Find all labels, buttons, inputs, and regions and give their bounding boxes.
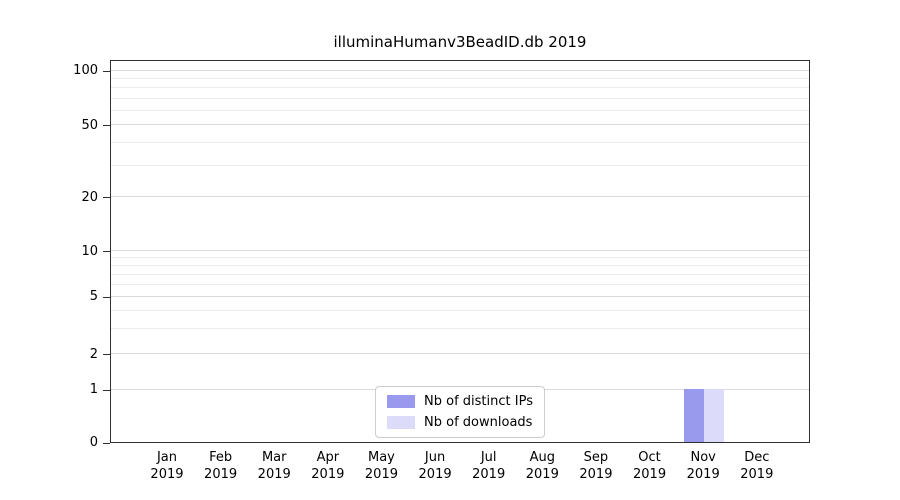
x-month-label: Nov 2019 [686, 450, 720, 482]
x-month-label: Aug 2019 [525, 450, 559, 482]
x-month-label: Feb 2019 [204, 450, 238, 482]
gridline-minor [111, 142, 809, 143]
x-month-label: Sep 2019 [579, 450, 613, 482]
gridline-minor [111, 97, 809, 99]
gridline-minor [111, 309, 809, 311]
gridline-minor [111, 164, 809, 166]
y-tick-mark [103, 197, 110, 199]
legend-item: Nb of distinct IPs [387, 394, 533, 409]
x-month-label: Jun 2019 [418, 450, 452, 482]
y-tick-label: 1 [89, 382, 98, 398]
gridline-minor [111, 327, 809, 329]
legend-swatch-distinct-ips [387, 395, 416, 408]
y-tick-mark [103, 125, 110, 127]
x-month-label: Jan 2019 [150, 450, 184, 482]
gridline-major [111, 295, 809, 297]
gridline-minor [111, 109, 809, 111]
y-tick-label: 20 [81, 189, 98, 205]
y-tick-label: 2 [89, 346, 98, 362]
gridline-major [111, 69, 809, 71]
x-month-label: Jul 2019 [472, 450, 506, 482]
gridline-minor [111, 87, 809, 89]
y-tick-label: 100 [73, 63, 98, 79]
gridline-major [111, 124, 809, 126]
y-tick-mark [103, 389, 110, 391]
x-month-label: Apr 2019 [311, 450, 345, 482]
y-tick-label: 50 [81, 117, 98, 133]
gridline-major [111, 196, 809, 198]
gridline-minor [111, 78, 809, 80]
x-month-label: Mar 2019 [257, 450, 291, 482]
y-tick-label: 0 [89, 435, 98, 450]
y-tick-mark [103, 442, 110, 444]
y-tick-mark [103, 296, 110, 298]
legend-item: Nb of downloads [387, 415, 533, 430]
x-month-label: Oct 2019 [633, 450, 667, 482]
gridline-major [111, 250, 809, 252]
x-month-label: Dec 2019 [740, 450, 774, 482]
y-tick-mark [103, 70, 110, 72]
y-tick-label: 10 [81, 243, 98, 259]
legend-swatch-downloads [387, 416, 416, 429]
gridline-minor [111, 283, 809, 285]
legend: Nb of distinct IPs Nb of downloads [375, 386, 545, 438]
chart-title: illuminaHumanv3BeadID.db 2019 [333, 33, 587, 51]
bar-downloads [704, 389, 725, 442]
legend-label: Nb of distinct IPs [424, 394, 533, 409]
x-month-label: May 2019 [364, 450, 398, 482]
y-tick-label: 5 [89, 289, 98, 305]
bar-distinct-ips [684, 389, 705, 442]
legend-label: Nb of downloads [424, 415, 533, 430]
y-tick-mark [103, 251, 110, 253]
gridline-minor [111, 257, 809, 259]
gridline-minor [111, 273, 809, 275]
gridline-major [111, 353, 809, 355]
gridline-minor [111, 264, 809, 266]
y-tick-mark [103, 354, 110, 356]
plot-area: Nb of distinct IPs Nb of downloads [110, 60, 810, 443]
